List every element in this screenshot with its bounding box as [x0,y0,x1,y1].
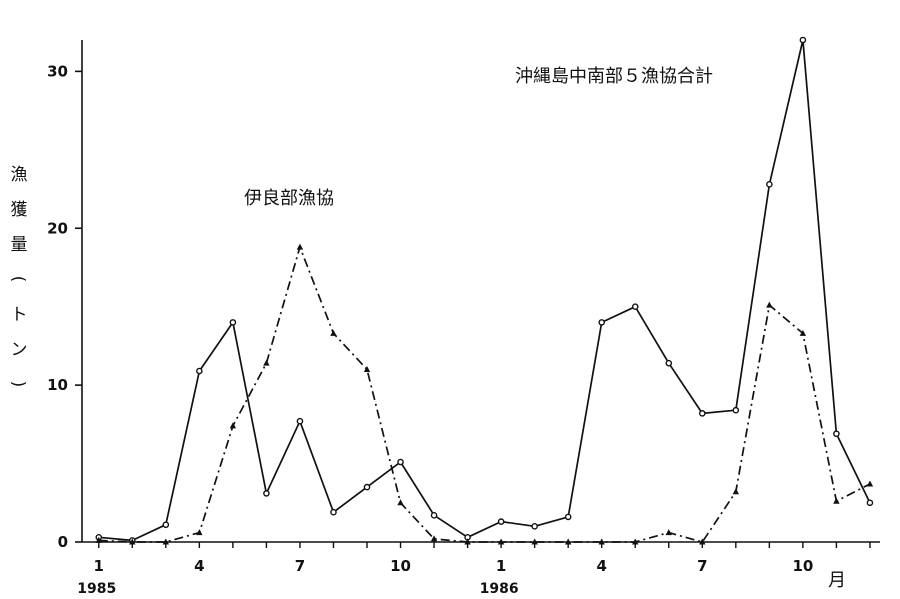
data-point-circle [229,319,237,326]
y-axis-label-char: 獲 [11,200,28,220]
y-axis-label-char: ト [11,305,28,325]
series-0 [95,36,874,544]
y-axis-label-char: 漁 [11,165,28,185]
data-point-circle [497,518,505,525]
data-point-circle [330,508,337,516]
x-tick-label: 7 [295,557,305,575]
data-point-triangle [632,538,639,545]
data-point-circle [799,36,807,44]
data-point-triangle [397,499,404,506]
x-tick-label: 1 [94,557,104,575]
data-point-triangle [497,538,505,545]
data-point-triangle [129,538,136,545]
y-axis-label: 漁獲量 ( トン) [8,165,28,387]
data-point-circle [397,458,404,466]
data-point-triangle [799,329,807,336]
data-point-triangle [699,538,706,545]
data-point-circle [162,521,170,529]
y-tick-label: 30 [47,62,68,80]
data-point-triangle [866,480,874,487]
x-year-label: 1985 [77,581,116,597]
x-tick-label: 10 [390,557,411,575]
data-point-triangle [665,529,672,536]
data-point-circle [866,499,874,507]
series-line [98,246,871,543]
y-axis-label-char: ) [8,381,28,388]
data-point-circle [296,417,304,425]
data-point-triangle [263,359,270,366]
x-year-label: 1986 [480,581,519,597]
series-line [98,39,871,542]
data-point-triangle [363,365,371,372]
data-point-triangle [229,422,237,429]
y-tick-label: 0 [58,533,68,551]
y-axis: 0 10 20 30 [47,40,83,551]
series-label-okinawa: 沖縄島中南部５漁協合計 [515,66,713,87]
y-axis-label-char: 量 [11,235,28,255]
data-point-circle [698,410,706,417]
data-point-circle [665,359,673,367]
x-tick-label: 4 [194,557,204,575]
y-tick-label: 10 [47,376,68,394]
data-point-circle [430,512,438,519]
series-label-irabu: 伊良部漁協 [244,188,334,209]
data-point-circle [598,319,606,326]
data-point-triangle [732,488,740,495]
x-tick-label: 10 [792,557,813,575]
data-point-circle [766,181,773,188]
data-point-triangle [430,535,438,542]
x-axis-unit-label: 月 [828,570,846,591]
data-point-circle [263,490,270,497]
data-point-circle [196,367,203,375]
x-tick-label: 1 [496,557,506,575]
data-point-triangle [296,243,304,250]
data-point-circle [732,406,740,414]
data-point-circle [631,303,639,310]
y-tick-label: 20 [47,219,68,237]
data-point-circle [363,483,371,491]
x-tick-label: 4 [596,557,606,575]
series-layer [95,36,874,545]
data-point-triangle [833,497,840,504]
data-point-triangle [766,301,773,308]
data-point-triangle [330,329,337,336]
y-axis-label-char: ( [8,276,28,283]
data-point-triangle [564,538,572,545]
series-1 [95,243,874,545]
data-point-triangle [464,538,471,545]
y-axis-label-char: ン [11,340,28,360]
data-point-triangle [95,536,102,543]
data-point-triangle [531,538,538,545]
data-point-circle [833,430,840,438]
data-point-triangle [598,538,605,545]
data-point-triangle [196,529,203,536]
x-tick-label: 7 [697,557,707,575]
data-point-circle [531,523,538,530]
data-point-triangle [162,538,170,545]
data-point-circle [564,513,572,521]
x-axis: 1 1985 4 7 10 1 1986 4 7 10 [77,541,880,597]
